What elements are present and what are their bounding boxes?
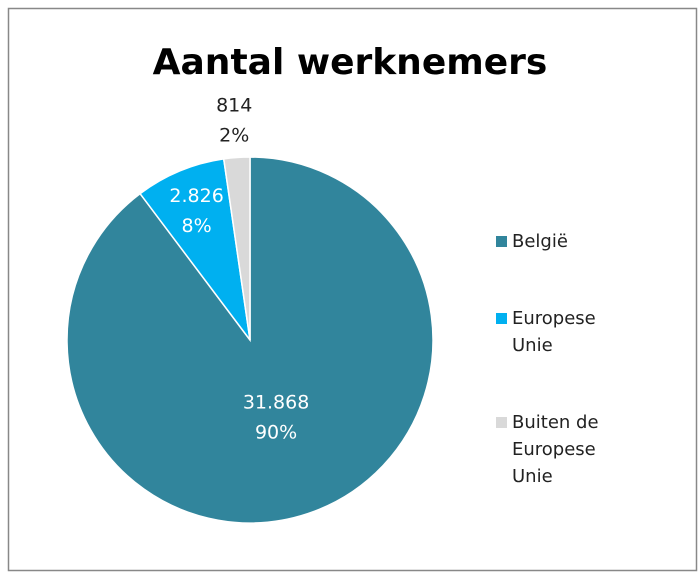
legend: België Europese Unie Buiten de Europese Un… [496, 228, 696, 540]
legend-label: Europese Unie [512, 308, 596, 356]
legend-swatch [496, 236, 507, 247]
pie-slice [222, 156, 251, 341]
data-label: 814 [216, 94, 252, 116]
legend-item: Buiten de Europese Unie [496, 409, 696, 490]
legend-swatch [496, 313, 507, 324]
percent-label: 90% [255, 422, 297, 444]
legend-swatch [496, 417, 507, 428]
data-label: 31.868 [243, 392, 309, 414]
percent-label: 2% [219, 124, 249, 146]
legend-label: België [512, 231, 568, 252]
pie [66, 156, 434, 524]
pie-slice [139, 158, 251, 341]
data-label: 2.826 [169, 185, 223, 207]
legend-item: Europese Unie [496, 305, 696, 359]
legend-item: België [496, 228, 696, 255]
chart-title: Aantal werknemers [153, 42, 548, 83]
percent-label: 8% [182, 215, 212, 237]
legend-label: Buiten de Europese Unie [512, 412, 599, 487]
data-labels: 31.868 90% 2.826 8% 814 2% [169, 94, 309, 443]
